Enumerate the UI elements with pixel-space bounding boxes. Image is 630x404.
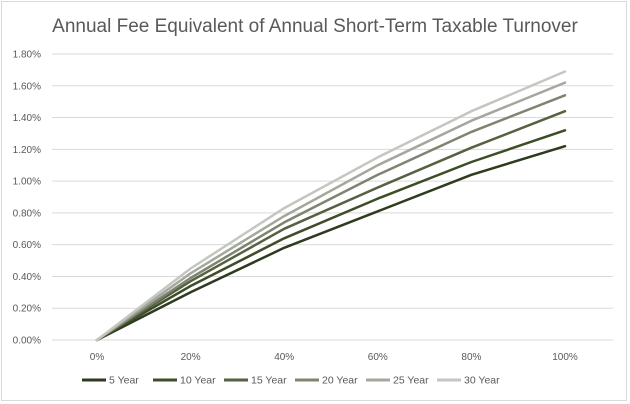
legend-item: 15 Year xyxy=(224,375,287,387)
legend-label: 10 Year xyxy=(180,375,216,387)
series-line-5-year xyxy=(95,144,567,342)
x-axis-ticks: 0% 20% 40% 60% 80% 100% xyxy=(90,352,578,363)
x-tick-label: 0% xyxy=(90,352,105,363)
legend-label: 5 Year xyxy=(109,375,139,387)
series-line-30-year xyxy=(95,70,567,342)
chart-title: Annual Fee Equivalent of Annual Short-Te… xyxy=(52,16,578,37)
y-tick-label: 1.60% xyxy=(13,81,41,92)
y-tick-label: 1.20% xyxy=(13,145,41,156)
y-tick-label: 0.60% xyxy=(13,240,41,251)
gridlines xyxy=(52,53,613,341)
series-line-20-year xyxy=(95,94,567,342)
legend-item: 5 Year xyxy=(82,375,139,387)
y-tick-label: 0.80% xyxy=(13,208,41,219)
y-tick-label: 0.00% xyxy=(13,336,41,347)
y-axis-ticks: 0.00% 0.20% 0.40% 0.60% 0.80% 1.00% 1.20% 1.40%… xyxy=(13,50,41,347)
legend-label: 20 Year xyxy=(322,375,358,387)
legend-label: 30 Year xyxy=(464,375,500,387)
x-tick-label: 80% xyxy=(461,352,481,363)
legend-label: 25 Year xyxy=(393,375,429,387)
y-tick-label: 1.40% xyxy=(13,113,41,124)
y-tick-label: 1.80% xyxy=(13,50,41,61)
legend: 5 Year 10 Year 15 Year 20 Year 25 Year 30 Yea… xyxy=(82,375,500,387)
legend-item: 10 Year xyxy=(153,375,216,387)
x-tick-label: 20% xyxy=(181,352,201,363)
legend-item: 25 Year xyxy=(366,375,429,387)
legend-item: 30 Year xyxy=(437,375,500,387)
series-line-10-year xyxy=(95,129,567,342)
y-tick-label: 0.20% xyxy=(13,304,41,315)
x-tick-label: 40% xyxy=(274,352,294,363)
series-line-15-year xyxy=(95,109,567,342)
legend-label: 15 Year xyxy=(251,375,287,387)
legend-item: 20 Year xyxy=(295,375,358,387)
x-tick-label: 60% xyxy=(368,352,388,363)
series-line-25-year xyxy=(95,81,567,342)
y-tick-label: 1.00% xyxy=(13,177,41,188)
y-tick-label: 0.40% xyxy=(13,272,41,283)
series-lines xyxy=(95,70,567,342)
x-tick-label: 100% xyxy=(552,352,578,363)
